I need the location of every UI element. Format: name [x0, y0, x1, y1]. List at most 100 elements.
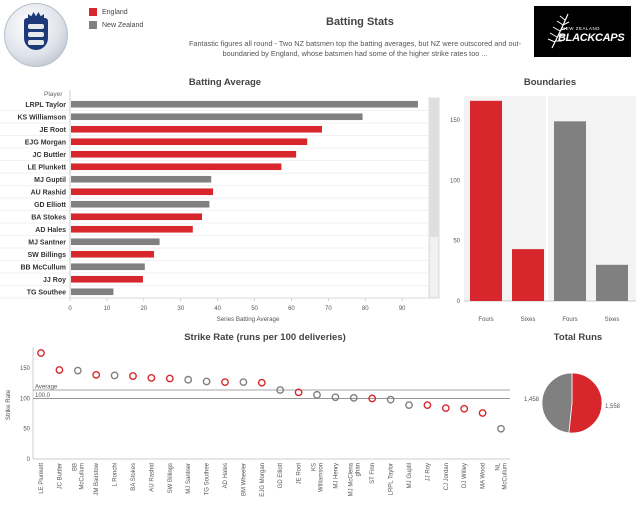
x-tick-label: LRPL Taylor — [389, 463, 395, 495]
data-point[interactable] — [331, 393, 340, 402]
bar[interactable] — [554, 121, 586, 301]
x-tick-label-line: GD Elliott — [278, 463, 284, 489]
data-point[interactable] — [92, 370, 101, 379]
x-tick-label: L Ronchi — [113, 463, 119, 486]
x-tick-label: KS Williamson — [312, 463, 325, 492]
bar[interactable] — [470, 100, 502, 301]
bar[interactable] — [71, 275, 143, 283]
data-point[interactable] — [239, 378, 248, 387]
x-axis-title: Series Batting Average — [217, 316, 280, 323]
x-tick-label-line: JM Bairstow — [94, 462, 100, 495]
total-runs-title: Total Runs — [553, 332, 603, 343]
player-label: EJG Morgan — [25, 139, 66, 146]
x-tick-label-line: BA Stokes — [131, 463, 137, 491]
x-tick-label: TG Southee — [205, 462, 211, 495]
data-point[interactable] — [423, 401, 432, 410]
data-point[interactable] — [386, 395, 395, 404]
data-point[interactable] — [221, 378, 229, 387]
x-tick-label-line: MA Wood — [481, 463, 487, 489]
data-point[interactable] — [257, 378, 266, 387]
x-tick-label-line: L Ronchi — [113, 463, 119, 486]
data-point[interactable] — [497, 424, 505, 433]
bar[interactable] — [71, 163, 282, 171]
data-point[interactable] — [276, 386, 285, 394]
bar[interactable] — [71, 225, 193, 233]
data-point[interactable] — [73, 366, 82, 375]
bar[interactable] — [71, 200, 210, 208]
data-point[interactable] — [313, 390, 321, 399]
bar[interactable] — [71, 150, 297, 158]
x-tick-label: BA Stokes — [131, 463, 137, 491]
y-tick-label: 50 — [23, 427, 30, 433]
data-point[interactable] — [349, 393, 358, 402]
blackcaps-logo: NEW ZEALAND BLACKCAPS — [534, 6, 631, 57]
row-header: Player — [44, 91, 63, 98]
x-tick-label: 60 — [288, 306, 295, 312]
y-tick-label: 100 — [20, 396, 31, 402]
bar[interactable] — [71, 125, 322, 133]
strike-rate-chart: Strike Rate 0 50 100 150 Average 100.0 LE Pl… — [5, 347, 510, 497]
y-tick-label: 150 — [20, 366, 31, 372]
data-point[interactable] — [202, 377, 211, 386]
x-tick-label-line: JC Buttler — [57, 463, 63, 489]
lion-icon — [28, 40, 44, 45]
pie-slice[interactable] — [568, 372, 603, 434]
legend-item-england[interactable]: England — [89, 8, 143, 16]
data-point[interactable] — [294, 388, 303, 397]
fern-icon — [547, 13, 570, 49]
x-tick-label: MJ McClena ghan — [348, 462, 361, 496]
dashboard-subtitle: Fantastic figures all round - Two NZ bat… — [188, 39, 522, 58]
data-point[interactable] — [441, 404, 450, 413]
reference-line-label: Average — [35, 384, 58, 390]
england-crest-logo — [4, 3, 68, 67]
bar[interactable] — [71, 113, 363, 121]
data-point[interactable] — [165, 374, 174, 383]
legend-item-newzealand[interactable]: New Zealand — [89, 21, 143, 29]
data-point[interactable] — [478, 409, 487, 417]
data-point[interactable] — [368, 394, 377, 403]
bar[interactable] — [71, 250, 155, 258]
bar[interactable] — [71, 138, 308, 146]
total-runs-chart: 1,558 1,458 — [524, 372, 621, 434]
x-tick-label-line: JE Root — [297, 463, 303, 485]
y-tick-label: 150 — [450, 118, 461, 124]
x-tick-label: SW Billings — [168, 463, 174, 493]
data-point[interactable] — [37, 349, 45, 357]
data-point[interactable] — [55, 366, 64, 374]
bar[interactable] — [71, 238, 160, 246]
data-point[interactable] — [184, 375, 193, 384]
x-tick-label: Sixes — [521, 317, 536, 323]
x-tick-label: Sixes — [605, 317, 620, 323]
scrollbar-thumb[interactable] — [430, 99, 438, 237]
x-tick-label: 90 — [399, 306, 406, 312]
bar[interactable] — [71, 100, 418, 108]
x-tick-label: DJ Willey — [462, 463, 468, 488]
x-tick-label-line: McCullum — [503, 463, 509, 490]
bar[interactable] — [71, 188, 214, 196]
bar[interactable] — [71, 213, 203, 221]
logo-small-text: NEW ZEALAND — [562, 26, 601, 31]
x-tick-label: CJ Jordan — [444, 463, 450, 490]
pie-slice[interactable] — [541, 372, 573, 434]
x-tick-label: MA Wood — [481, 463, 487, 489]
x-tick-label: LE Plunkett — [39, 463, 45, 494]
lion-icon — [28, 24, 44, 29]
x-tick-label: MJ Santner — [186, 463, 192, 494]
bar[interactable] — [596, 264, 628, 301]
data-point[interactable] — [405, 401, 413, 410]
data-point[interactable] — [110, 371, 119, 380]
logo-main-text: BLACKCAPS — [558, 32, 625, 44]
player-label: JC Buttler — [33, 152, 67, 159]
bar[interactable] — [71, 175, 212, 183]
data-point[interactable] — [460, 404, 469, 413]
x-tick-label: 40 — [214, 306, 221, 312]
player-label: MJ Santner — [28, 239, 66, 246]
data-point[interactable] — [147, 373, 156, 382]
data-point[interactable] — [129, 372, 137, 380]
bar[interactable] — [512, 249, 544, 301]
bar[interactable] — [71, 288, 114, 296]
player-label: AU Rashid — [31, 189, 66, 196]
x-tick-label: 0 — [68, 306, 72, 312]
x-tick-label-line: NL — [496, 462, 502, 470]
bar[interactable] — [71, 263, 145, 271]
